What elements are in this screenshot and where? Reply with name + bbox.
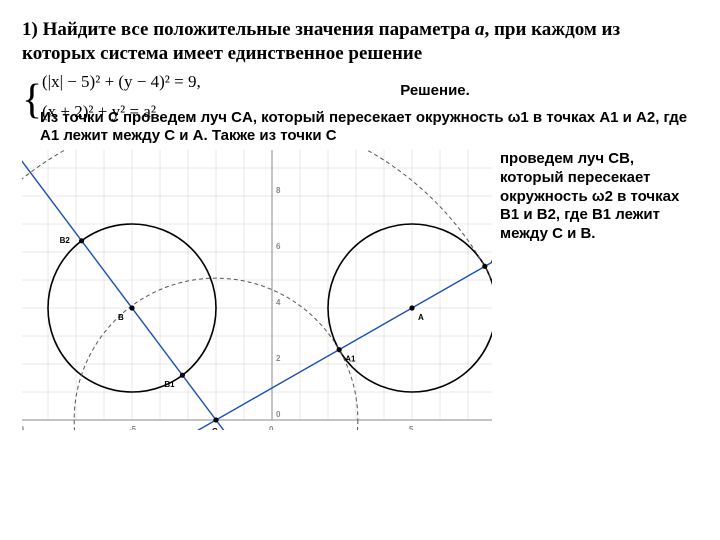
svg-text:B: B [118, 313, 124, 322]
title-param: a [475, 19, 485, 40]
svg-text:A1: A1 [345, 355, 356, 364]
paragraph-2: проведем луч CB, который пересекает окру… [500, 150, 698, 244]
svg-text:2: 2 [276, 354, 281, 363]
problem-title: 1) Найдите все положительные значения па… [22, 18, 698, 66]
svg-text:C: C [212, 427, 218, 430]
svg-text:4: 4 [276, 298, 281, 307]
svg-text:-5: -5 [129, 425, 137, 430]
svg-text:8: 8 [276, 186, 281, 195]
equation-system: { (|x| − 5)² + (y − 4)² = 9, (x + 2)² + … [22, 72, 698, 122]
svg-text:0: 0 [269, 425, 274, 430]
svg-text:-9: -9 [22, 425, 25, 430]
svg-text:5: 5 [409, 425, 414, 430]
svg-text:A: A [418, 313, 424, 322]
equation-2: (x + 2)² + y² = a² [42, 102, 698, 122]
svg-text:0: 0 [276, 410, 281, 419]
title-text-1: 1) Найдите все положительные значения па… [22, 19, 475, 40]
svg-text:B2: B2 [60, 236, 71, 245]
equation-1: (|x| − 5)² + (y − 4)² = 9, [42, 72, 698, 92]
svg-text:A2: A2 [491, 255, 492, 264]
brace-icon: { [22, 74, 42, 126]
svg-text:6: 6 [276, 242, 281, 251]
graph: 0246810-9-505CABA1A2B1B2 [22, 150, 492, 430]
svg-text:B1: B1 [164, 380, 175, 389]
